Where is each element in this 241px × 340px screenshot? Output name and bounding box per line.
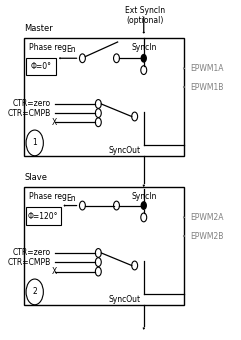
Text: EPWM2A: EPWM2A bbox=[190, 213, 224, 222]
Bar bbox=[26, 207, 61, 225]
Text: CTR=CMPB: CTR=CMPB bbox=[7, 108, 51, 118]
Circle shape bbox=[141, 54, 146, 62]
Text: SyncIn: SyncIn bbox=[131, 43, 157, 52]
Text: Slave: Slave bbox=[25, 173, 47, 182]
Text: EPWM2B: EPWM2B bbox=[190, 232, 224, 240]
Text: SyncIn: SyncIn bbox=[131, 192, 157, 201]
Text: Phase reg: Phase reg bbox=[29, 43, 67, 52]
Text: CTR=zero: CTR=zero bbox=[13, 249, 51, 257]
Text: EPWM1A: EPWM1A bbox=[190, 64, 224, 73]
Circle shape bbox=[141, 202, 146, 209]
Text: X: X bbox=[52, 267, 57, 276]
Text: X: X bbox=[52, 118, 57, 127]
Text: Φ=120°: Φ=120° bbox=[28, 211, 59, 221]
Text: CTR=zero: CTR=zero bbox=[13, 100, 51, 108]
Text: SyncOut: SyncOut bbox=[108, 146, 141, 155]
Bar bbox=[25, 38, 183, 156]
Text: 1: 1 bbox=[32, 138, 37, 148]
Text: En: En bbox=[66, 194, 76, 203]
Text: Master: Master bbox=[25, 24, 53, 33]
Text: Φ=0°: Φ=0° bbox=[30, 62, 52, 71]
Bar bbox=[26, 57, 56, 75]
Text: Phase reg: Phase reg bbox=[29, 192, 67, 201]
Text: Ext SyncIn
(optional): Ext SyncIn (optional) bbox=[125, 6, 165, 25]
Text: EPWM1B: EPWM1B bbox=[190, 83, 224, 91]
Text: 2: 2 bbox=[32, 287, 37, 296]
Text: SyncOut: SyncOut bbox=[108, 295, 141, 304]
Bar bbox=[25, 187, 183, 305]
Text: En: En bbox=[66, 45, 76, 54]
Text: CTR=CMPB: CTR=CMPB bbox=[7, 258, 51, 267]
